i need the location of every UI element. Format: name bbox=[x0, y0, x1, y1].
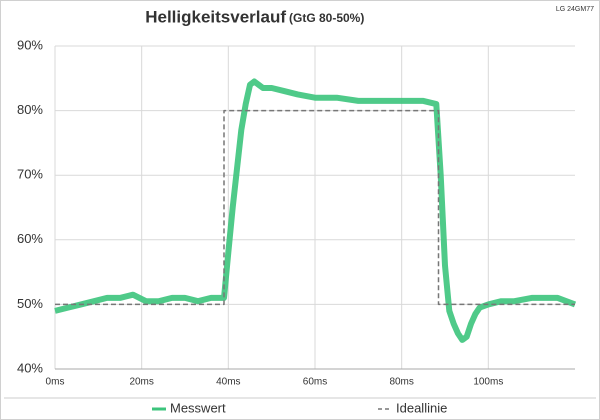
chart-title: Helligkeitsverlauf bbox=[145, 7, 286, 26]
series-line bbox=[54, 78, 577, 343]
x-tick-label: 80ms bbox=[389, 377, 413, 388]
x-tick-label: 0ms bbox=[46, 377, 65, 388]
legend-label: Messwert bbox=[170, 400, 226, 415]
annotation: LG 24GM77 bbox=[556, 6, 594, 13]
y-tick-label: 80% bbox=[17, 102, 43, 117]
legend-label: Ideallinie bbox=[396, 400, 447, 415]
x-tick-label: 40ms bbox=[216, 377, 240, 388]
y-tick-label: 50% bbox=[17, 296, 43, 311]
x-tick-label: 20ms bbox=[129, 377, 153, 388]
y-tick-label: 60% bbox=[17, 231, 43, 246]
x-tick-label: 60ms bbox=[303, 377, 327, 388]
x-tick-label: 100ms bbox=[473, 377, 503, 388]
y-tick-label: 70% bbox=[17, 167, 43, 182]
series-line bbox=[55, 109, 575, 306]
y-tick-label: 40% bbox=[17, 360, 43, 375]
y-tick-label: 90% bbox=[17, 37, 43, 52]
chart-subtitle: (GtG 80-50%) bbox=[289, 11, 364, 25]
